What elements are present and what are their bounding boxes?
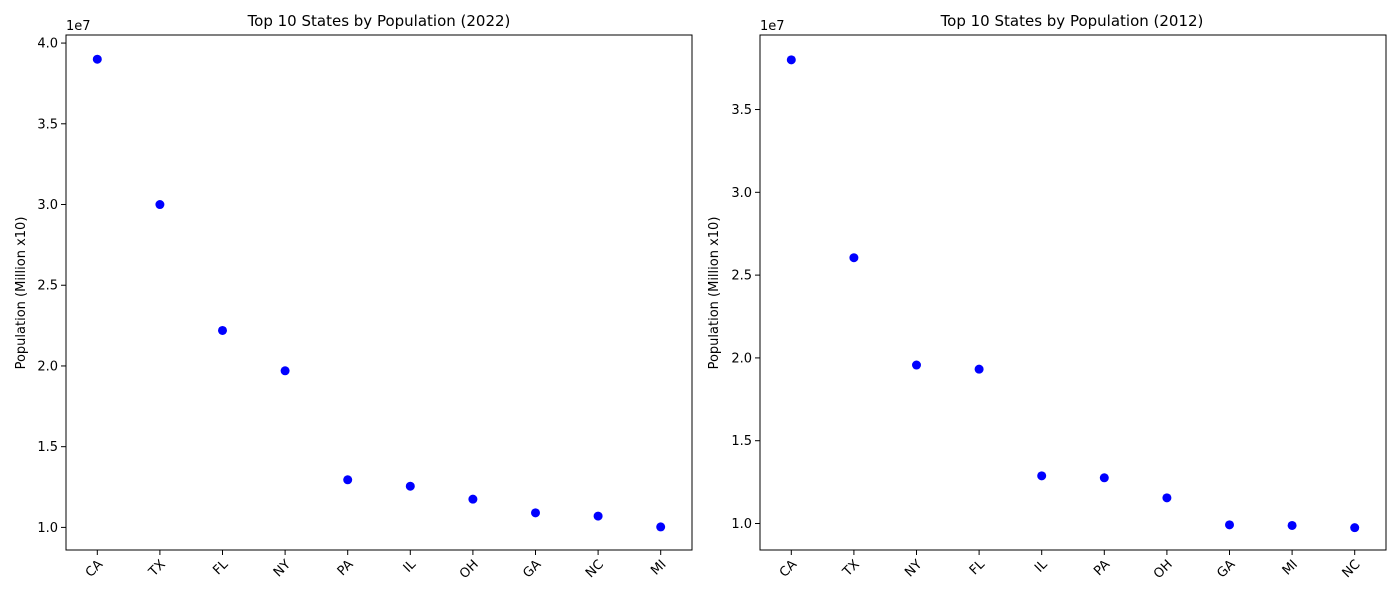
x-tick-label: FL (210, 557, 232, 579)
data-point (849, 253, 859, 263)
data-point (593, 511, 603, 521)
y-axis-ticks: 1.0 1.5 2.0 2.5 3.0 3.5 (731, 103, 760, 532)
x-tick-label: NC (1340, 557, 1364, 581)
y-tick-label: 3.5 (37, 117, 58, 132)
y-tick-label: 3.0 (731, 186, 752, 201)
plot-frame (759, 34, 1387, 551)
chart-title: Top 10 States by Population (2012) (940, 12, 1204, 30)
x-tick-label: GA (520, 557, 544, 581)
x-tick-label: OH (457, 557, 482, 582)
y-axis-label: Population (Million x10) (14, 217, 29, 370)
data-point (974, 364, 984, 374)
y-axis-offset-label: 1e7 (66, 19, 91, 34)
x-tick-label: NC (583, 557, 607, 581)
data-point (92, 54, 102, 64)
data-point (280, 366, 290, 376)
data-point (155, 200, 165, 210)
data-points (786, 55, 1360, 533)
x-tick-label: MI (1280, 557, 1301, 578)
x-tick-label: OH (1151, 557, 1176, 582)
data-point (468, 494, 478, 504)
y-tick-label: 1.5 (37, 440, 58, 455)
x-tick-label: IL (1032, 557, 1051, 576)
data-point (405, 481, 415, 491)
chart-title: Top 10 States by Population (2022) (247, 12, 511, 30)
data-point (786, 55, 796, 65)
y-tick-label: 2.0 (37, 359, 58, 374)
chart-panel-2022: Top 10 States by Population (2022) 1e7 P… (14, 12, 693, 582)
chart-panel-2012: Top 10 States by Population (2012) 1e7 P… (707, 12, 1387, 582)
x-tick-label: CA (83, 557, 106, 580)
x-tick-label: NY (902, 557, 925, 580)
y-axis-ticks: 1.0 1.5 2.0 2.5 3.0 3.5 4.0 (37, 37, 66, 536)
data-point (912, 360, 921, 370)
data-point (218, 325, 227, 335)
y-tick-label: 2.5 (37, 279, 58, 294)
x-tick-label: PA (335, 557, 357, 579)
data-point (1225, 520, 1234, 530)
x-tick-label: CA (777, 557, 800, 580)
data-point (1287, 520, 1297, 530)
y-tick-label: 2.5 (731, 269, 752, 284)
x-tick-label: NY (271, 557, 294, 580)
x-tick-label: FL (967, 557, 989, 579)
x-tick-label: TX (839, 557, 862, 580)
x-axis-ticks: CA TX FL NY PA IL OH GA NC MI (83, 550, 670, 582)
x-tick-label: MI (648, 557, 669, 578)
x-axis-ticks: CA TX NY FL IL PA OH GA MI NC (777, 550, 1364, 582)
data-point (531, 508, 540, 518)
data-point (1350, 523, 1360, 533)
x-tick-label: IL (401, 557, 420, 576)
data-point (1099, 473, 1109, 483)
x-tick-label: PA (1091, 557, 1113, 579)
y-tick-label: 1.0 (731, 517, 752, 532)
y-tick-label: 3.0 (37, 198, 58, 213)
data-point (1037, 471, 1047, 481)
x-tick-label: TX (145, 557, 168, 580)
y-tick-label: 2.0 (731, 351, 752, 366)
data-point (1162, 493, 1172, 503)
data-point (656, 522, 666, 532)
plot-frame (65, 34, 693, 551)
y-tick-label: 3.5 (731, 103, 752, 118)
y-tick-label: 1.5 (731, 434, 752, 449)
y-axis-offset-label: 1e7 (760, 19, 785, 34)
y-tick-label: 1.0 (37, 521, 58, 536)
data-point (343, 475, 353, 485)
y-axis-label: Population (Million x10) (707, 217, 722, 370)
x-tick-label: GA (1214, 557, 1238, 581)
y-tick-label: 4.0 (37, 37, 58, 52)
data-points (92, 54, 666, 532)
